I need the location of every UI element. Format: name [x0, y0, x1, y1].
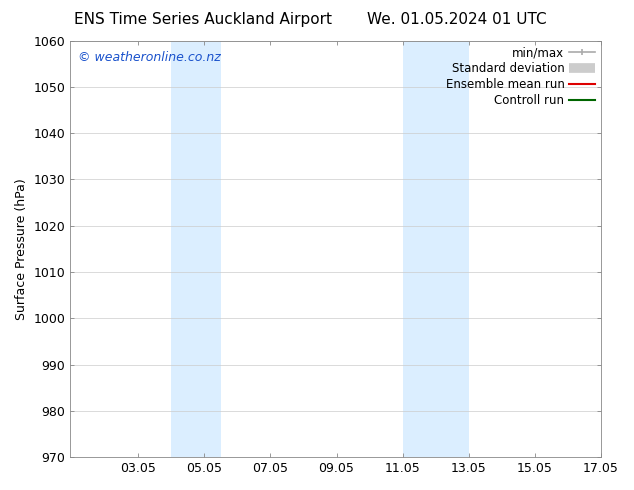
Bar — [403, 41, 469, 457]
Text: © weatheronline.co.nz: © weatheronline.co.nz — [78, 51, 221, 64]
Legend: min/max, Standard deviation, Ensemble mean run, Controll run: min/max, Standard deviation, Ensemble me… — [443, 44, 597, 110]
Text: We. 01.05.2024 01 UTC: We. 01.05.2024 01 UTC — [366, 12, 547, 27]
Y-axis label: Surface Pressure (hPa): Surface Pressure (hPa) — [15, 178, 28, 320]
Text: ENS Time Series Auckland Airport: ENS Time Series Auckland Airport — [74, 12, 332, 27]
Bar — [171, 41, 221, 457]
